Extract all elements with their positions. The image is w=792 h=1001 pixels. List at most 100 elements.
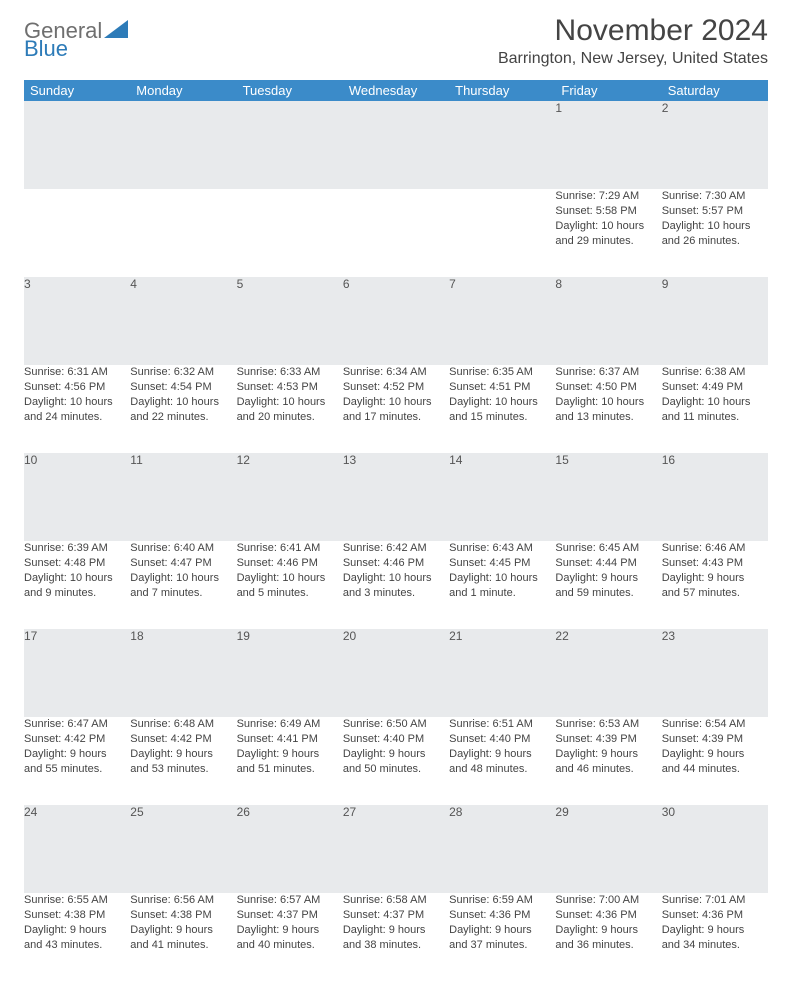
sunrise-text: Sunrise: 6:49 AM <box>237 717 343 732</box>
sunrise-text: Sunrise: 6:32 AM <box>130 365 236 380</box>
sunset-text: Sunset: 5:58 PM <box>555 204 661 219</box>
weekday-header: Saturday <box>662 80 768 101</box>
sunrise-text: Sunrise: 7:01 AM <box>662 893 768 908</box>
weekday-header: Tuesday <box>237 80 343 101</box>
daylight2-text: and 36 minutes. <box>555 938 661 953</box>
day-body-cell: Sunrise: 6:34 AMSunset: 4:52 PMDaylight:… <box>343 365 449 453</box>
daylight2-text: and 40 minutes. <box>237 938 343 953</box>
day-number-cell: 16 <box>662 453 768 541</box>
day-number-cell: 27 <box>343 805 449 893</box>
logo-text-block: General Blue <box>24 20 128 60</box>
day-body-row: Sunrise: 6:55 AMSunset: 4:38 PMDaylight:… <box>24 893 768 981</box>
sunrise-text: Sunrise: 6:57 AM <box>237 893 343 908</box>
day-number-cell <box>130 101 236 189</box>
day-body-cell: Sunrise: 6:50 AMSunset: 4:40 PMDaylight:… <box>343 717 449 805</box>
day-number-cell: 12 <box>237 453 343 541</box>
sunrise-text: Sunrise: 6:56 AM <box>130 893 236 908</box>
sunset-text: Sunset: 4:38 PM <box>130 908 236 923</box>
day-body-cell: Sunrise: 6:43 AMSunset: 4:45 PMDaylight:… <box>449 541 555 629</box>
day-body-cell: Sunrise: 6:54 AMSunset: 4:39 PMDaylight:… <box>662 717 768 805</box>
daylight1-text: Daylight: 10 hours <box>237 395 343 410</box>
sunset-text: Sunset: 4:37 PM <box>343 908 449 923</box>
sunset-text: Sunset: 4:54 PM <box>130 380 236 395</box>
sunrise-text: Sunrise: 7:29 AM <box>555 189 661 204</box>
daylight2-text: and 43 minutes. <box>24 938 130 953</box>
day-body-cell: Sunrise: 6:49 AMSunset: 4:41 PMDaylight:… <box>237 717 343 805</box>
sunrise-text: Sunrise: 6:39 AM <box>24 541 130 556</box>
day-number-cell <box>24 101 130 189</box>
sunrise-text: Sunrise: 6:50 AM <box>343 717 449 732</box>
daylight1-text: Daylight: 10 hours <box>237 571 343 586</box>
daylight1-text: Daylight: 9 hours <box>237 923 343 938</box>
day-number-cell <box>343 101 449 189</box>
day-body-row: Sunrise: 7:29 AMSunset: 5:58 PMDaylight:… <box>24 189 768 277</box>
day-body-cell: Sunrise: 6:33 AMSunset: 4:53 PMDaylight:… <box>237 365 343 453</box>
day-number-cell: 4 <box>130 277 236 365</box>
daylight2-text: and 46 minutes. <box>555 762 661 777</box>
daylight1-text: Daylight: 10 hours <box>662 219 768 234</box>
daylight2-text: and 37 minutes. <box>449 938 555 953</box>
day-body-cell: Sunrise: 6:48 AMSunset: 4:42 PMDaylight:… <box>130 717 236 805</box>
day-body-cell: Sunrise: 6:58 AMSunset: 4:37 PMDaylight:… <box>343 893 449 981</box>
sunset-text: Sunset: 4:39 PM <box>555 732 661 747</box>
daylight1-text: Daylight: 10 hours <box>130 571 236 586</box>
daylight1-text: Daylight: 10 hours <box>343 571 449 586</box>
sunrise-text: Sunrise: 6:42 AM <box>343 541 449 556</box>
daylight2-text: and 50 minutes. <box>343 762 449 777</box>
daylight2-text: and 44 minutes. <box>662 762 768 777</box>
day-number-cell: 18 <box>130 629 236 717</box>
day-number-cell: 10 <box>24 453 130 541</box>
sunrise-text: Sunrise: 6:46 AM <box>662 541 768 556</box>
sunset-text: Sunset: 5:57 PM <box>662 204 768 219</box>
daylight2-text: and 7 minutes. <box>130 586 236 601</box>
daylight1-text: Daylight: 9 hours <box>343 747 449 762</box>
daylight1-text: Daylight: 9 hours <box>237 747 343 762</box>
sunrise-text: Sunrise: 6:58 AM <box>343 893 449 908</box>
day-number-row: 3456789 <box>24 277 768 365</box>
daylight2-text: and 1 minute. <box>449 586 555 601</box>
daylight2-text: and 15 minutes. <box>449 410 555 425</box>
daylight2-text: and 29 minutes. <box>555 234 661 249</box>
logo-sail-icon <box>104 18 128 43</box>
day-body-cell: Sunrise: 6:57 AMSunset: 4:37 PMDaylight:… <box>237 893 343 981</box>
day-body-cell: Sunrise: 6:59 AMSunset: 4:36 PMDaylight:… <box>449 893 555 981</box>
sunrise-text: Sunrise: 6:35 AM <box>449 365 555 380</box>
daylight1-text: Daylight: 10 hours <box>449 395 555 410</box>
sunset-text: Sunset: 4:51 PM <box>449 380 555 395</box>
day-body-cell <box>449 189 555 277</box>
sunset-text: Sunset: 4:42 PM <box>130 732 236 747</box>
day-body-cell: Sunrise: 7:29 AMSunset: 5:58 PMDaylight:… <box>555 189 661 277</box>
day-number-cell: 3 <box>24 277 130 365</box>
logo: General Blue <box>24 20 128 60</box>
logo-word-blue: Blue <box>24 36 68 61</box>
day-body-cell: Sunrise: 7:01 AMSunset: 4:36 PMDaylight:… <box>662 893 768 981</box>
sunrise-text: Sunrise: 6:59 AM <box>449 893 555 908</box>
weekday-header-row: Sunday Monday Tuesday Wednesday Thursday… <box>24 80 768 101</box>
sunrise-text: Sunrise: 6:33 AM <box>237 365 343 380</box>
sunrise-text: Sunrise: 6:34 AM <box>343 365 449 380</box>
day-number-row: 17181920212223 <box>24 629 768 717</box>
month-title: November 2024 <box>498 14 768 48</box>
daylight1-text: Daylight: 9 hours <box>24 747 130 762</box>
page-header: General Blue November 2024 Barrington, N… <box>24 14 768 74</box>
day-number-cell: 13 <box>343 453 449 541</box>
daylight1-text: Daylight: 9 hours <box>555 747 661 762</box>
day-body-cell: Sunrise: 6:45 AMSunset: 4:44 PMDaylight:… <box>555 541 661 629</box>
sunset-text: Sunset: 4:52 PM <box>343 380 449 395</box>
day-body-cell: Sunrise: 6:42 AMSunset: 4:46 PMDaylight:… <box>343 541 449 629</box>
day-body-cell: Sunrise: 6:32 AMSunset: 4:54 PMDaylight:… <box>130 365 236 453</box>
day-number-cell: 6 <box>343 277 449 365</box>
day-number-cell: 2 <box>662 101 768 189</box>
day-body-cell: Sunrise: 6:47 AMSunset: 4:42 PMDaylight:… <box>24 717 130 805</box>
sunset-text: Sunset: 4:44 PM <box>555 556 661 571</box>
daylight2-text: and 48 minutes. <box>449 762 555 777</box>
day-number-cell: 8 <box>555 277 661 365</box>
day-number-cell: 15 <box>555 453 661 541</box>
sunset-text: Sunset: 4:40 PM <box>343 732 449 747</box>
sunset-text: Sunset: 4:45 PM <box>449 556 555 571</box>
sunrise-text: Sunrise: 7:30 AM <box>662 189 768 204</box>
sunset-text: Sunset: 4:38 PM <box>24 908 130 923</box>
day-body-row: Sunrise: 6:47 AMSunset: 4:42 PMDaylight:… <box>24 717 768 805</box>
daylight2-text: and 24 minutes. <box>24 410 130 425</box>
sunrise-text: Sunrise: 6:54 AM <box>662 717 768 732</box>
